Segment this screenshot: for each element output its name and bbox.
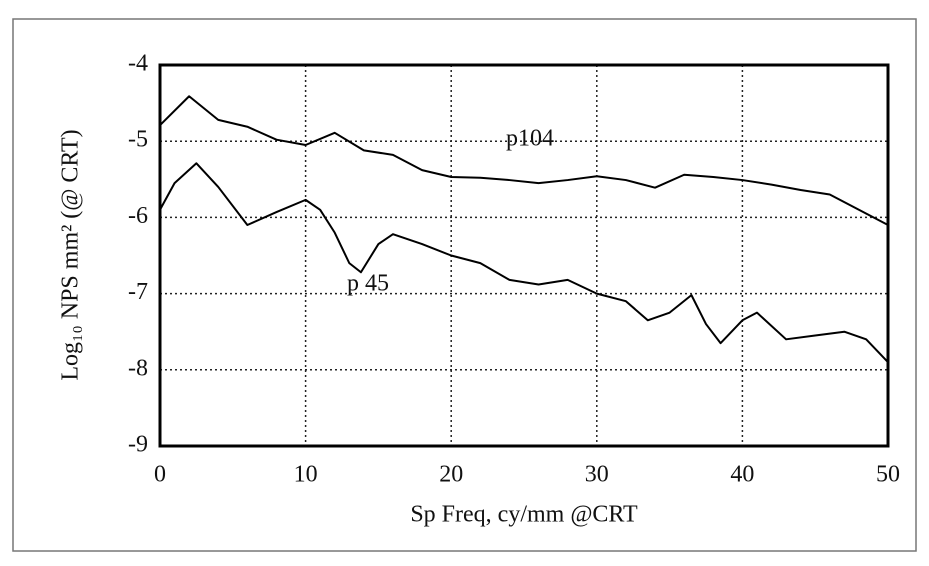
- x-tick-label: 30: [585, 462, 609, 488]
- x-tick-label: 50: [876, 462, 900, 488]
- outer-frame: [12, 18, 917, 552]
- series-line: [159, 162, 889, 363]
- y-tick-label: -5: [128, 127, 148, 153]
- series-line: [159, 95, 889, 226]
- x-tick-label: 10: [294, 462, 318, 488]
- y-tick-label: -4: [128, 51, 148, 77]
- y-tick-label: -8: [128, 355, 148, 381]
- plot-frame: [158, 63, 890, 448]
- x-tick-label: 20: [439, 462, 463, 488]
- series-label: p104: [506, 126, 554, 152]
- y-tick-label: -7: [128, 279, 148, 305]
- series-label: p 45: [347, 271, 389, 297]
- x-tick-label: 40: [730, 462, 754, 488]
- x-axis-label: Sp Freq, cy/mm @CRT: [410, 502, 638, 528]
- y-tick-label: -9: [128, 432, 148, 458]
- y-tick-label: -6: [128, 203, 148, 229]
- x-tick-label: 0: [154, 462, 166, 488]
- y-axis-label: Log₁₀ NPS mm² (@ CRT): [58, 129, 84, 380]
